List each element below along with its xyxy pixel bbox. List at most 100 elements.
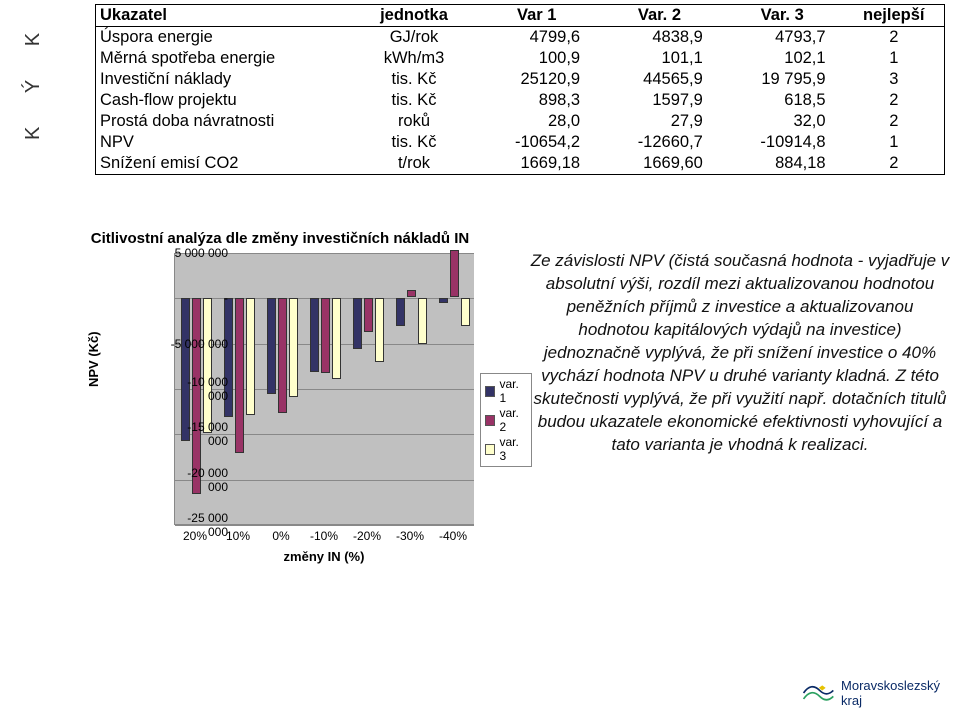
table-cell: Investiční náklady xyxy=(96,69,353,90)
bar xyxy=(450,250,459,297)
table-cell: 2 xyxy=(844,90,944,111)
legend-label: var. 2 xyxy=(499,406,527,434)
explanation-paragraph: Ze závislosti NPV (čistá současná hodnot… xyxy=(530,250,950,456)
table-cell: 28,0 xyxy=(475,111,598,132)
bar xyxy=(439,298,448,303)
table-cell: 2 xyxy=(844,153,944,174)
table-cell: tis. Kč xyxy=(353,90,476,111)
x-tick-label: -10% xyxy=(304,529,344,543)
y-tick-label: -10 000 000 xyxy=(168,375,228,403)
table-cell: t/rok xyxy=(353,153,476,174)
legend: var. 1var. 2var. 3 xyxy=(480,373,532,467)
bar xyxy=(289,298,298,397)
table-cell: 2 xyxy=(844,111,944,132)
table-cell: 2 xyxy=(844,27,944,49)
side-region-label: K Ý K R A J xyxy=(22,0,45,140)
legend-swatch xyxy=(485,444,495,455)
y-tick-label: 5 000 000 xyxy=(168,246,228,260)
table-header: Var. 2 xyxy=(598,5,721,27)
table-cell: 4799,6 xyxy=(475,27,598,49)
logo-text-1: Moravskoslezský xyxy=(841,678,940,693)
table-cell: 898,3 xyxy=(475,90,598,111)
bar xyxy=(332,298,341,379)
table-cell: Snížení emisí CO2 xyxy=(96,153,353,174)
x-tick-label: -30% xyxy=(390,529,430,543)
y-axis-label: NPV (Kč) xyxy=(86,331,101,387)
table-cell: 884,18 xyxy=(721,153,844,174)
logo-text-2: kraj xyxy=(841,693,940,708)
table-cell: Cash-flow projektu xyxy=(96,90,353,111)
bar xyxy=(418,298,427,343)
table-cell: tis. Kč xyxy=(353,69,476,90)
table-row: Investiční nákladytis. Kč25120,944565,91… xyxy=(96,69,944,90)
sensitivity-chart: Citlivostní analýza dle změny investiční… xyxy=(50,230,510,650)
y-tick-label: -20 000 000 xyxy=(168,466,228,494)
legend-swatch xyxy=(485,386,495,397)
indicators-table: UkazateljednotkaVar 1Var. 2Var. 3nejlepš… xyxy=(95,4,945,175)
bar xyxy=(407,290,416,297)
legend-item: var. 2 xyxy=(485,406,527,434)
table-cell: 3 xyxy=(844,69,944,90)
logo-mark-icon xyxy=(801,680,835,706)
table-row: Měrná spotřeba energiekWh/m3100,9101,110… xyxy=(96,48,944,69)
bar xyxy=(267,298,276,394)
table-cell: 100,9 xyxy=(475,48,598,69)
table-cell: 25120,9 xyxy=(475,69,598,90)
x-tick-label: -20% xyxy=(347,529,387,543)
table-cell: roků xyxy=(353,111,476,132)
table-row: Prostá doba návratnostiroků28,027,932,02 xyxy=(96,111,944,132)
table-cell: 4838,9 xyxy=(598,27,721,49)
table-cell: 1 xyxy=(844,132,944,153)
table-cell: -10654,2 xyxy=(475,132,598,153)
table-cell: 44565,9 xyxy=(598,69,721,90)
table-header: Var 1 xyxy=(475,5,598,27)
y-tick-label: - xyxy=(168,291,228,305)
y-tick-label: -15 000 000 xyxy=(168,420,228,448)
table-row: Úspora energieGJ/rok4799,64838,94793,72 xyxy=(96,27,944,49)
legend-label: var. 1 xyxy=(499,377,527,405)
legend-label: var. 3 xyxy=(499,435,527,463)
chart-frame: NPV (Kč) var. 1var. 2var. 3 změny IN (%)… xyxy=(102,253,532,563)
chart-title: Citlivostní analýza dle změny investiční… xyxy=(50,230,510,247)
table-header: nejlepší xyxy=(844,5,944,27)
table-cell: 1597,9 xyxy=(598,90,721,111)
x-tick-label: 0% xyxy=(261,529,301,543)
legend-item: var. 1 xyxy=(485,377,527,405)
table-header: jednotka xyxy=(353,5,476,27)
table-cell: 1 xyxy=(844,48,944,69)
x-tick-label: -40% xyxy=(433,529,473,543)
x-axis-label: změny IN (%) xyxy=(174,549,474,564)
table-cell: 27,9 xyxy=(598,111,721,132)
table-cell: Měrná spotřeba energie xyxy=(96,48,353,69)
table-cell: kWh/m3 xyxy=(353,48,476,69)
bar xyxy=(246,298,255,415)
bar xyxy=(235,298,244,453)
bar xyxy=(396,298,405,326)
bar xyxy=(181,298,190,440)
bar xyxy=(461,298,470,325)
bar xyxy=(278,298,287,412)
legend-swatch xyxy=(485,415,495,426)
table-cell: 32,0 xyxy=(721,111,844,132)
table-cell: 4793,7 xyxy=(721,27,844,49)
table-cell: 618,5 xyxy=(721,90,844,111)
table-cell: GJ/rok xyxy=(353,27,476,49)
y-tick-label: -5 000 000 xyxy=(168,337,228,351)
bar xyxy=(364,298,373,332)
table-cell: -12660,7 xyxy=(598,132,721,153)
table-cell: 102,1 xyxy=(721,48,844,69)
table-cell: -10914,8 xyxy=(721,132,844,153)
region-logo: Moravskoslezský kraj xyxy=(801,678,940,708)
table-cell: 101,1 xyxy=(598,48,721,69)
table-cell: 1669,60 xyxy=(598,153,721,174)
table-cell: NPV xyxy=(96,132,353,153)
table-row: Cash-flow projektutis. Kč898,31597,9618,… xyxy=(96,90,944,111)
bar xyxy=(321,298,330,372)
x-tick-label: 10% xyxy=(218,529,258,543)
table-header: Ukazatel xyxy=(96,5,353,27)
bar xyxy=(375,298,384,361)
table-cell: Úspora energie xyxy=(96,27,353,49)
legend-item: var. 3 xyxy=(485,435,527,463)
table-cell: 1669,18 xyxy=(475,153,598,174)
table-header: Var. 3 xyxy=(721,5,844,27)
